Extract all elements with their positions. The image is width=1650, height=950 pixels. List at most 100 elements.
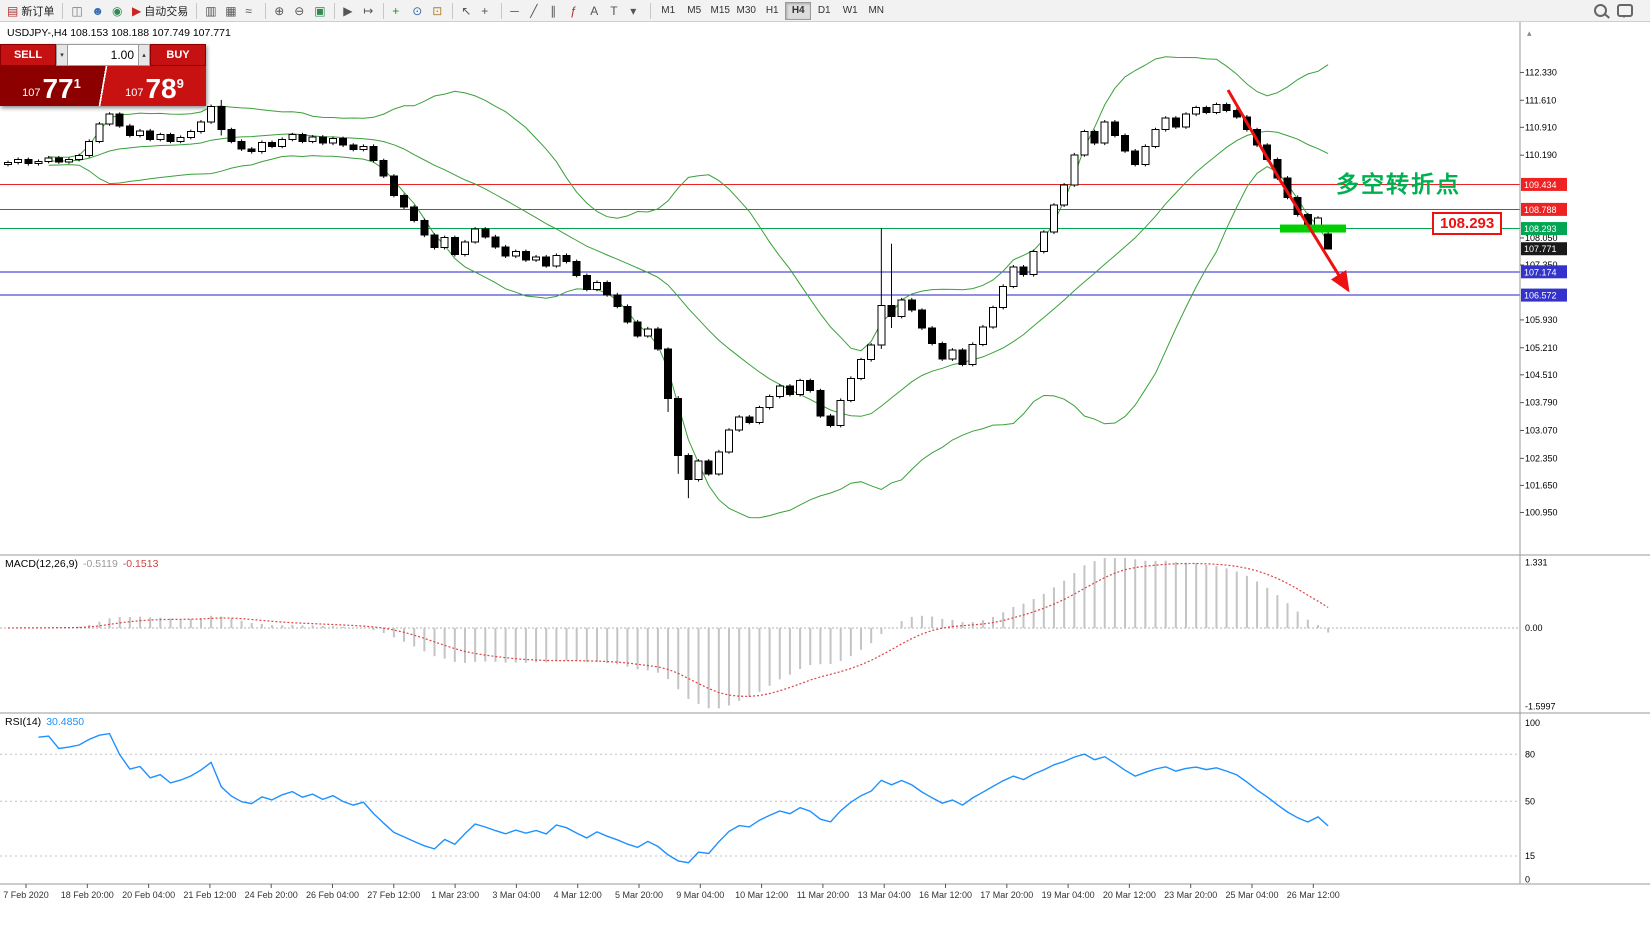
text-tool-icon[interactable]: A [586, 1, 606, 20]
candle-body [34, 160, 43, 165]
macd-signal-line [7, 562, 1329, 698]
candle-body [1151, 129, 1160, 147]
sell-button[interactable]: SELL [0, 44, 56, 66]
candle-body [105, 113, 114, 125]
buy-price[interactable]: 107 78 9 [103, 66, 206, 106]
price-callout-label[interactable]: 108.293 [1432, 212, 1503, 235]
bar-chart-icon[interactable]: ▥ [201, 1, 221, 20]
candle-body [897, 299, 906, 317]
candlestick-chart-icon[interactable]: ▦ [221, 1, 241, 20]
time-axis-label: 20 Feb 04:00 [122, 890, 175, 900]
timeframe-mn[interactable]: MN [863, 2, 889, 20]
timeframe-w1[interactable]: W1 [837, 2, 863, 20]
price-tag-bg [1521, 242, 1567, 256]
candle-body [552, 254, 561, 267]
candle-body [1222, 104, 1231, 111]
timeframe-m1[interactable]: M1 [655, 2, 681, 20]
community-icon[interactable]: ◉ [108, 1, 128, 20]
toolbar: ▤ 新订单 ◫ ☻ ◉ ▶ 自动交易 ▥ ▦ ≈ ⊕ ⊖ ▣ ▶ ↦ + ⊙ ⊡ ↖ + ─ ╱ ∥ ƒ A T ▾ M1 M5 M15 M… [0, 0, 1650, 22]
channel-icon[interactable]: ∥ [546, 1, 566, 20]
charts-window-icon[interactable]: ◫ [67, 1, 87, 20]
rsi-scale-label: 80 [1525, 749, 1535, 759]
candle-body [745, 416, 754, 423]
volume-down-button[interactable]: ▾ [56, 44, 68, 66]
toolbar-separator [383, 2, 385, 19]
add-indicator-icon: + [392, 3, 400, 18]
new-order-button-label: 新订单 [21, 5, 55, 18]
add-indicator-icon[interactable]: + [388, 1, 408, 20]
buy-price-sup: 9 [176, 76, 184, 91]
timeframe-d1[interactable]: D1 [811, 2, 837, 20]
time-axis-label: 26 Feb 04:00 [306, 890, 359, 900]
fibonacci-icon[interactable]: ƒ [566, 1, 586, 20]
candle-body [1080, 131, 1089, 156]
search-icon[interactable] [1594, 4, 1607, 17]
macd-scale-label: -1.5997 [1525, 702, 1556, 712]
timeframe-m15[interactable]: M15 [707, 2, 733, 20]
auto-scroll-icon[interactable]: ▶ [339, 1, 359, 20]
periods-icon[interactable]: ⊙ [408, 1, 428, 20]
candle-body [1060, 184, 1069, 206]
trend-arrow[interactable] [1226, 89, 1350, 293]
chart-text-annotation[interactable]: 多空转折点 [1336, 171, 1461, 197]
label-tool-icon[interactable]: T [606, 1, 626, 20]
time-axis-label: 1 Mar 23:00 [431, 890, 479, 900]
auto-scroll-icon: ▶ [343, 3, 353, 18]
horizontal-line-icon[interactable]: ─ [506, 1, 526, 20]
candle-body [1181, 113, 1190, 128]
timeframe-h4[interactable]: H4 [785, 1, 812, 20]
line-chart-icon[interactable]: ≈ [241, 1, 261, 20]
time-axis-label: 17 Mar 20:00 [980, 890, 1033, 900]
auto-trading-button[interactable]: ▶ 自动交易 [128, 1, 192, 20]
zoom-out-icon[interactable]: ⊖ [290, 1, 310, 20]
rsi-line [38, 732, 1329, 864]
toolbar-right-group [1594, 4, 1633, 18]
scroll-to-end-icon[interactable]: ▴ [1527, 28, 1532, 38]
price-tag-label: 108.788 [1524, 205, 1557, 215]
candle-body [714, 451, 723, 475]
cursor-icon[interactable]: ↖ [457, 1, 477, 20]
new-order-button[interactable]: ▤ 新订单 [3, 1, 58, 20]
timeframe-m5[interactable]: M5 [681, 2, 707, 20]
candle-body [24, 158, 33, 165]
candle-body [785, 385, 794, 396]
macd-header: MACD(12,26,9) -0.5119 -0.1513 [5, 558, 158, 570]
tile-windows-icon[interactable]: ▣ [310, 1, 330, 20]
candle-body [471, 228, 480, 243]
chat-icon[interactable] [1617, 4, 1633, 18]
community-icon: ◉ [111, 3, 123, 18]
crosshair-icon[interactable]: + [477, 1, 497, 20]
sell-price[interactable]: 107 77 1 [0, 66, 103, 106]
timeframe-m30[interactable]: M30 [733, 2, 759, 20]
time-axis-label: 3 Mar 04:00 [492, 890, 540, 900]
line-chart-icon: ≈ [245, 3, 252, 18]
profile-icon[interactable]: ☻ [87, 1, 108, 20]
candle-body [816, 390, 825, 417]
chart-shift-icon[interactable]: ↦ [359, 1, 379, 20]
volume-up-button[interactable]: ▴ [138, 44, 150, 66]
trendline-icon[interactable]: ╱ [526, 1, 546, 20]
candle-body [420, 220, 429, 236]
time-axis-label: 9 Mar 04:00 [676, 890, 724, 900]
zoom-in-icon[interactable]: ⊕ [270, 1, 290, 20]
candle-body [532, 256, 541, 261]
symbol-ohlc-header: USDJPY-,H4 108.153 108.188 107.749 107.7… [7, 27, 231, 39]
trade-panel-controls: SELL ▾ 1.00 ▴ BUY [0, 44, 206, 66]
buy-button[interactable]: BUY [150, 44, 206, 66]
support-highlight-segment[interactable] [1280, 224, 1346, 233]
timeframe-h1[interactable]: H1 [759, 2, 785, 20]
candle-body [806, 380, 815, 392]
candle-body [136, 130, 145, 136]
candle-body [664, 348, 673, 399]
candle-body [237, 140, 246, 150]
trade-panel-prices: 107 77 1 107 78 9 [0, 66, 206, 106]
template-icon[interactable]: ⊡ [428, 1, 448, 20]
candle-body [217, 105, 226, 131]
candle-body [592, 281, 601, 290]
volume-field[interactable]: 1.00 [68, 44, 138, 66]
candle-body [674, 397, 683, 457]
shapes-dropdown-icon[interactable]: ▾ [626, 1, 646, 20]
candle-body [328, 138, 337, 144]
candle-body [917, 309, 926, 329]
